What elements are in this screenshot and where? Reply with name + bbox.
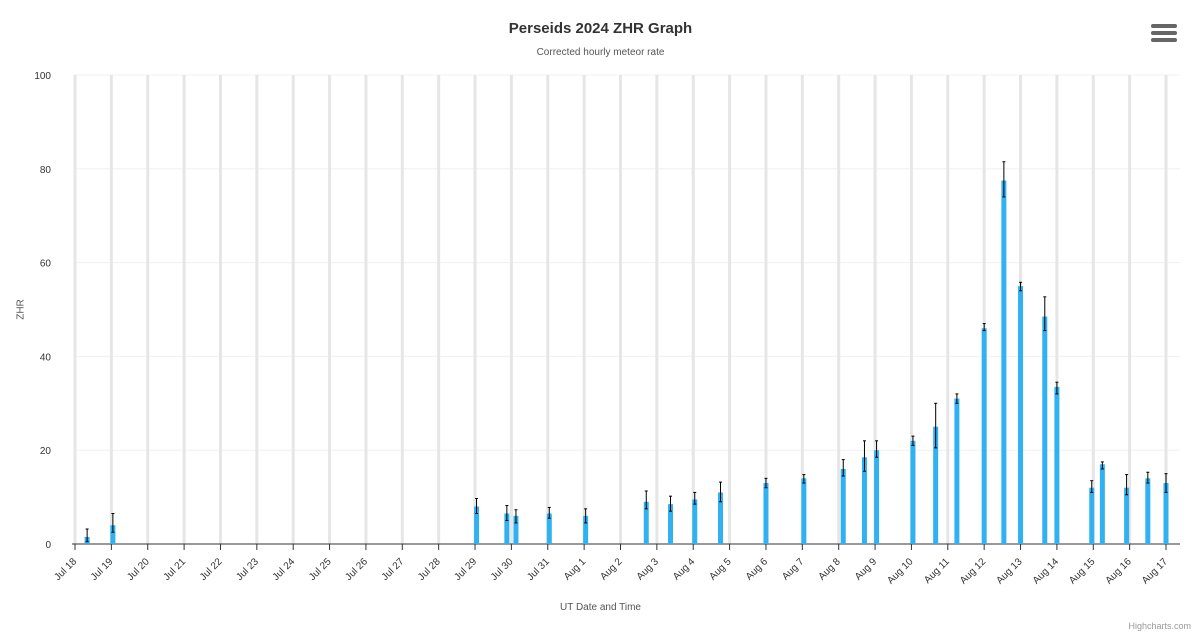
- y-tick-label: 40: [40, 352, 52, 363]
- x-tick-label: Aug 9: [853, 556, 880, 583]
- zhr-bar: [910, 440, 916, 544]
- zhr-bar: [1001, 180, 1007, 544]
- x-tick-label: Aug 16: [1104, 556, 1134, 586]
- zhr-bar: [718, 492, 724, 544]
- zhr-bar: [861, 457, 867, 544]
- x-tick-label: Jul 25: [307, 556, 334, 583]
- zhr-bar: [1124, 487, 1130, 544]
- zhr-bar: [1042, 316, 1048, 544]
- zhr-bar: [513, 515, 519, 544]
- x-tick-label: Aug 7: [780, 556, 807, 583]
- y-tick-label: 60: [40, 259, 52, 270]
- x-tick-label: Aug 12: [958, 556, 988, 586]
- x-tick-label: Jul 20: [125, 556, 152, 583]
- credits-link[interactable]: Highcharts.com: [1128, 621, 1191, 631]
- zhr-bar: [474, 506, 480, 544]
- y-tick-label: 0: [45, 540, 51, 551]
- x-axis-title: UT Date and Time: [560, 602, 641, 613]
- x-tick-label: Aug 5: [707, 556, 734, 583]
- zhr-bar: [110, 525, 116, 544]
- y-tick-label: 100: [34, 71, 51, 82]
- y-axis-title: ZHR: [15, 299, 27, 320]
- x-tick-label: Jul 29: [453, 556, 480, 583]
- zhr-bar: [840, 468, 846, 544]
- y-tick-label: 20: [40, 446, 52, 457]
- zhr-bar: [1099, 464, 1105, 544]
- zhr-bar: [1018, 286, 1024, 544]
- x-tick-label: Aug 4: [671, 556, 698, 583]
- x-tick-label: Aug 1: [562, 556, 589, 583]
- x-tick-label: Jul 19: [89, 556, 116, 583]
- x-tick-label: Jul 30: [489, 556, 516, 583]
- chart-subtitle: Corrected hourly meteor rate: [536, 47, 665, 58]
- x-tick-label: Aug 13: [994, 556, 1024, 586]
- zhr-bar: [643, 501, 649, 544]
- zhr-bar: [668, 504, 674, 544]
- zhr-bar: [583, 515, 589, 544]
- zhr-bar: [954, 398, 960, 544]
- y-tick-label: 80: [40, 165, 52, 176]
- zhr-bar: [1145, 478, 1151, 544]
- zhr-bar: [1163, 483, 1169, 544]
- x-tick-label: Jul 27: [380, 556, 407, 583]
- x-tick-label: Aug 14: [1031, 556, 1061, 586]
- zhr-bar: [874, 450, 880, 544]
- x-tick-label: Aug 3: [635, 556, 662, 583]
- x-tick-label: Aug 15: [1067, 556, 1097, 586]
- zhr-bar: [1089, 487, 1095, 544]
- x-tick-label: Aug 2: [598, 556, 625, 583]
- x-tick-label: Jul 31: [525, 556, 552, 583]
- x-tick-label: Jul 21: [162, 556, 189, 583]
- zhr-bar: [1054, 386, 1060, 544]
- x-tick-label: Jul 23: [234, 556, 261, 583]
- zhr-bar: [763, 483, 769, 544]
- zhr-bar: [692, 499, 698, 544]
- x-tick-label: Aug 10: [885, 556, 915, 586]
- hamburger-menu-icon[interactable]: [1151, 24, 1177, 46]
- x-tick-label: Jul 28: [416, 556, 443, 583]
- x-tick-label: Jul 22: [198, 556, 225, 583]
- x-tick-label: Jul 26: [343, 556, 370, 583]
- zhr-bar: [933, 426, 939, 544]
- x-tick-label: Aug 17: [1140, 556, 1170, 586]
- zhr-bar: [546, 513, 552, 544]
- x-tick-label: Aug 11: [922, 556, 952, 586]
- zhr-bar: [801, 478, 807, 544]
- x-tick-label: Jul 18: [52, 556, 79, 583]
- chart-title: Perseids 2024 ZHR Graph: [508, 20, 693, 37]
- zhr-bar: [981, 328, 987, 544]
- zhr-bar: [504, 513, 510, 544]
- x-tick-label: Aug 6: [744, 556, 771, 583]
- x-tick-label: Aug 8: [817, 556, 844, 583]
- x-tick-label: Jul 24: [271, 556, 298, 583]
